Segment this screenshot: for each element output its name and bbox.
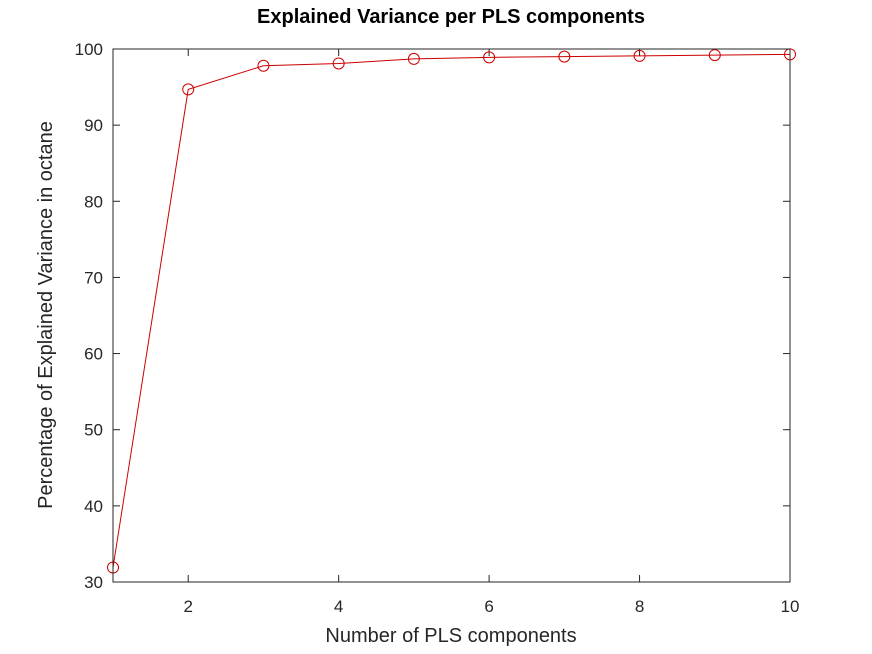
- data-point: [182, 83, 195, 96]
- y-tick-label: 40: [84, 497, 103, 516]
- y-tick-label: 30: [84, 573, 103, 592]
- series-line: [112, 53, 791, 568]
- data-point: [332, 57, 345, 70]
- y-tick-label: 90: [84, 116, 103, 135]
- x-axis-label: Number of PLS components: [325, 625, 576, 647]
- y-axis-label: Percentage of Explained Variance in octa…: [35, 121, 57, 509]
- data-point: [708, 49, 721, 62]
- y-tick-label: 60: [84, 345, 103, 364]
- data-point: [483, 51, 496, 64]
- plot-frame: [112, 48, 791, 583]
- x-tick-label: 10: [781, 597, 800, 616]
- y-tick-label: 100: [75, 40, 103, 59]
- y-tick-label: 50: [84, 421, 103, 440]
- data-point: [558, 50, 571, 63]
- data-point: [257, 59, 270, 72]
- x-tick-label: 2: [183, 597, 192, 616]
- data-point: [633, 49, 646, 62]
- y-tick-label: 80: [84, 192, 103, 211]
- chart-title: Explained Variance per PLS components: [257, 6, 645, 28]
- x-tick-label: 4: [334, 597, 343, 616]
- y-tick-label: 70: [84, 268, 103, 287]
- plot-area: [113, 49, 790, 582]
- x-tick-label: 6: [484, 597, 493, 616]
- data-point: [407, 52, 420, 65]
- ticks: 2 4 6 8 10 30 40 50 60 70 80 90 100: [75, 40, 800, 616]
- x-tick-label: 8: [635, 597, 644, 616]
